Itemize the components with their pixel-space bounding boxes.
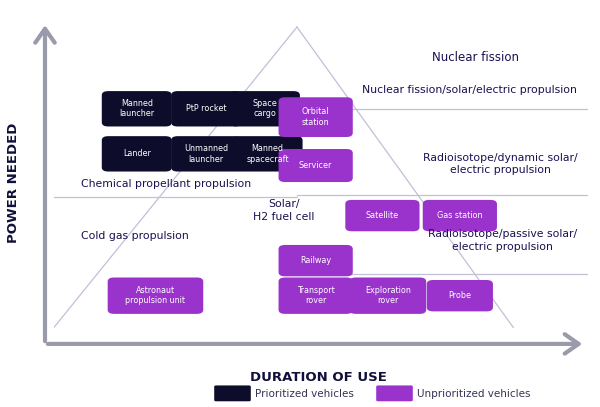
FancyBboxPatch shape	[171, 136, 241, 171]
FancyBboxPatch shape	[233, 136, 302, 171]
Text: Cold gas propulsion: Cold gas propulsion	[80, 231, 188, 241]
FancyBboxPatch shape	[278, 278, 353, 314]
FancyBboxPatch shape	[278, 245, 353, 276]
Text: Satellite: Satellite	[366, 211, 399, 220]
FancyBboxPatch shape	[214, 385, 251, 401]
FancyBboxPatch shape	[427, 280, 493, 311]
FancyBboxPatch shape	[345, 200, 419, 231]
Text: POWER NEEDED: POWER NEEDED	[7, 123, 20, 243]
FancyArrowPatch shape	[48, 334, 578, 354]
FancyBboxPatch shape	[171, 91, 241, 127]
FancyBboxPatch shape	[102, 91, 172, 127]
Text: DURATION OF USE: DURATION OF USE	[250, 371, 386, 384]
Text: Chemical propellant propulsion: Chemical propellant propulsion	[80, 179, 251, 189]
FancyBboxPatch shape	[278, 149, 353, 182]
FancyBboxPatch shape	[349, 278, 426, 314]
FancyArrowPatch shape	[35, 29, 55, 341]
Text: Nuclear fission/solar/electric propulsion: Nuclear fission/solar/electric propulsio…	[362, 85, 577, 95]
Text: Gas station: Gas station	[437, 211, 482, 220]
Text: Radioisotope/dynamic solar/
electric propulsion: Radioisotope/dynamic solar/ electric pro…	[422, 153, 577, 175]
Text: Manned
spacecraft: Manned spacecraft	[247, 144, 289, 164]
FancyBboxPatch shape	[423, 200, 497, 231]
FancyBboxPatch shape	[376, 385, 413, 401]
Text: Railway: Railway	[300, 256, 331, 265]
Text: Manned
launcher: Manned launcher	[119, 99, 154, 118]
Text: Radioisotope/passive solar/
electric propulsion: Radioisotope/passive solar/ electric pro…	[428, 230, 577, 252]
Text: Astronaut
propulsion unit: Astronaut propulsion unit	[125, 286, 185, 305]
Text: Prioritized vehicles: Prioritized vehicles	[255, 389, 354, 398]
FancyBboxPatch shape	[107, 278, 203, 314]
Text: Nuclear fission: Nuclear fission	[431, 50, 518, 63]
Text: Exploration
rover: Exploration rover	[365, 286, 410, 305]
Text: Lander: Lander	[123, 149, 151, 158]
Text: Transport
rover: Transport rover	[297, 286, 335, 305]
Text: Unmanned
launcher: Unmanned launcher	[184, 144, 228, 164]
Text: Solar/
H2 fuel cell: Solar/ H2 fuel cell	[253, 199, 314, 222]
Text: Probe: Probe	[448, 291, 472, 300]
Text: Servicer: Servicer	[299, 161, 332, 170]
FancyBboxPatch shape	[230, 91, 300, 127]
Text: Space
cargo: Space cargo	[253, 99, 277, 118]
Text: Unprioritized vehicles: Unprioritized vehicles	[417, 389, 530, 398]
FancyBboxPatch shape	[278, 97, 353, 137]
Text: Orbital
station: Orbital station	[302, 107, 329, 127]
Text: PtP rocket: PtP rocket	[186, 104, 226, 113]
FancyBboxPatch shape	[102, 136, 172, 171]
